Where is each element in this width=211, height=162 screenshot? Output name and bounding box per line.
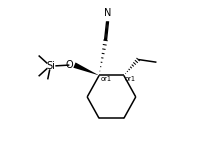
Polygon shape (73, 62, 99, 75)
Text: or1: or1 (125, 76, 136, 82)
Text: O: O (65, 60, 73, 70)
Text: Si: Si (46, 61, 55, 71)
Text: N: N (104, 8, 111, 18)
Text: or1: or1 (101, 76, 112, 82)
